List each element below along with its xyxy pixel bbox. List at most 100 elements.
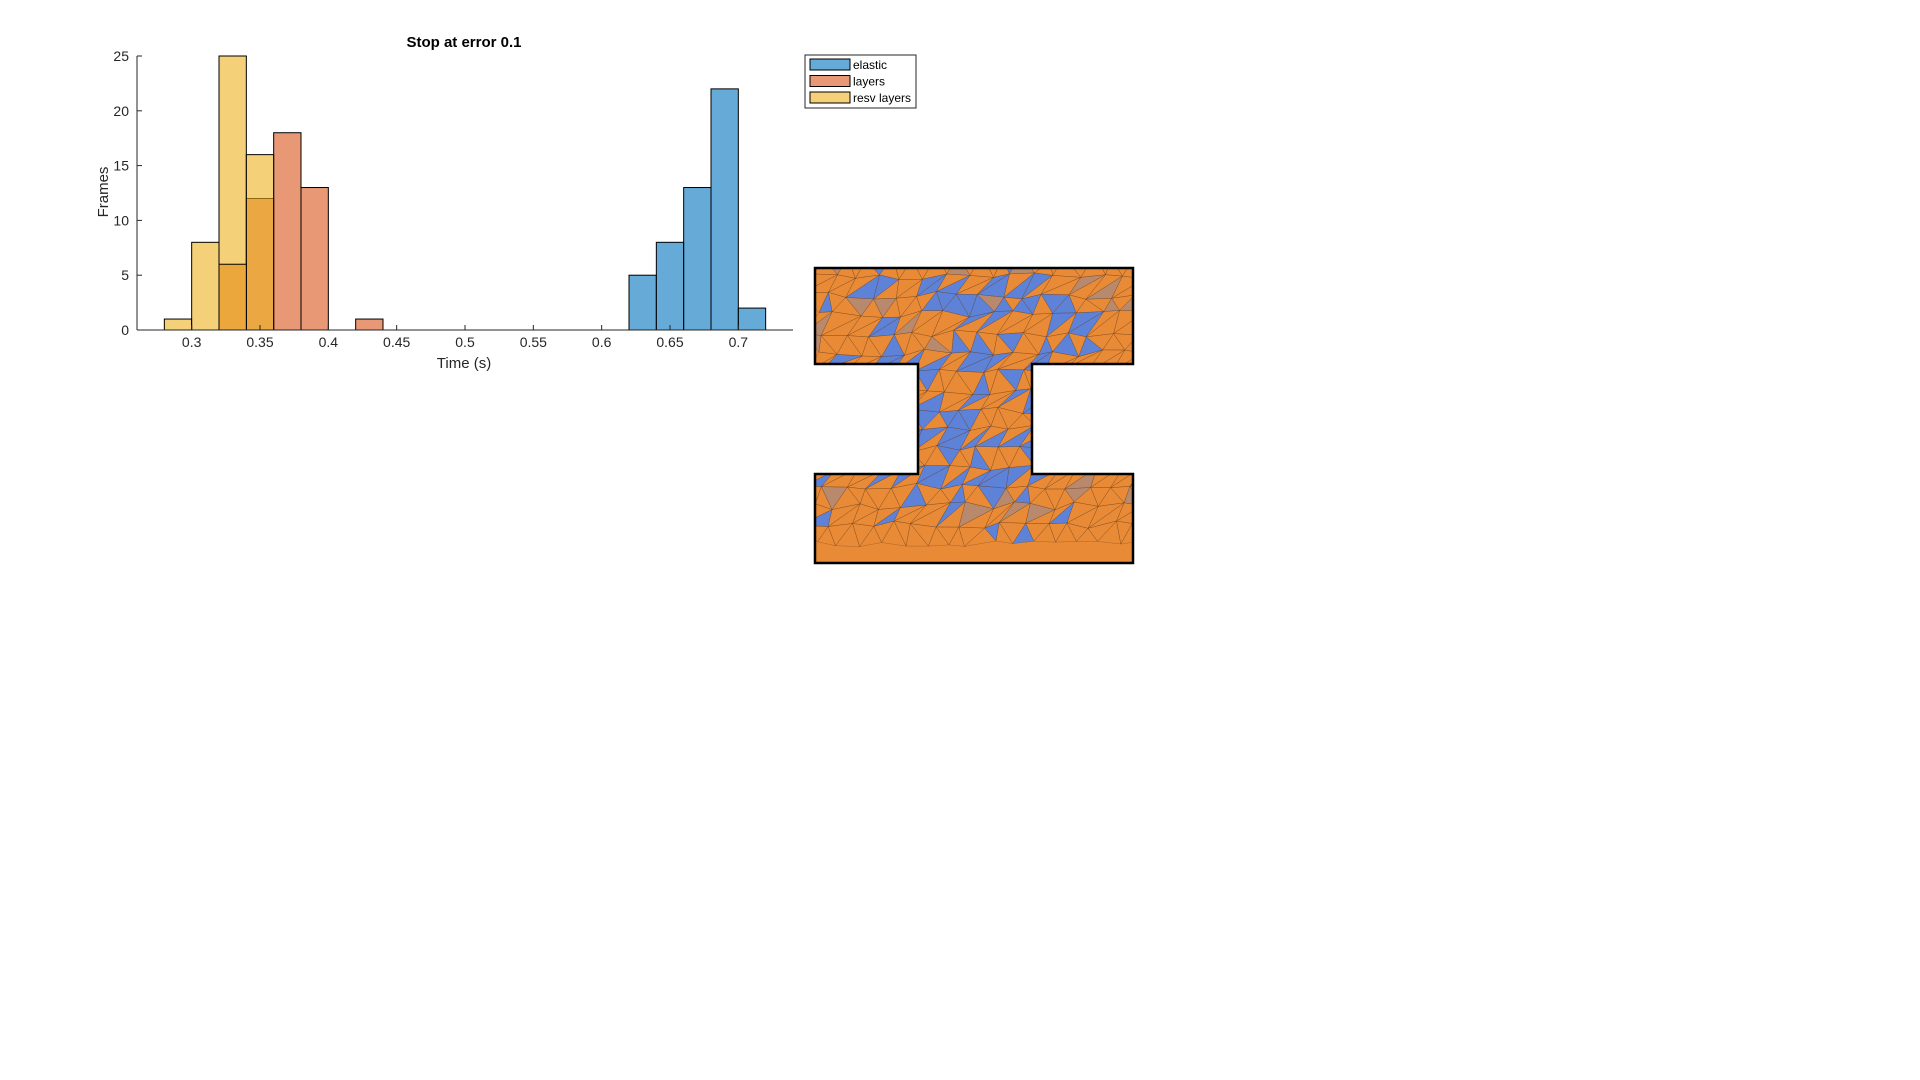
mesh-triangle xyxy=(962,470,991,486)
y-tick-label: 25 xyxy=(113,48,129,64)
mesh-edge xyxy=(827,274,857,293)
mesh-edge xyxy=(1022,312,1054,338)
mesh-edge xyxy=(997,406,1024,430)
mesh-edge xyxy=(1098,371,1122,391)
mesh-edge xyxy=(846,317,883,338)
mesh-triangle xyxy=(916,465,950,490)
mesh-edge xyxy=(1064,487,1092,503)
mesh-edge xyxy=(958,394,990,411)
mesh-edge xyxy=(893,310,922,336)
mesh-edge xyxy=(1059,451,1077,470)
mesh-edge xyxy=(951,329,971,354)
mesh-edge xyxy=(976,294,1005,312)
mesh-edge xyxy=(959,446,976,468)
mesh-edge xyxy=(1115,407,1132,434)
mesh-edge xyxy=(1096,520,1122,545)
mesh-edge xyxy=(958,526,986,547)
mesh-edge xyxy=(839,410,860,431)
mesh-edge xyxy=(943,370,974,395)
mesh-edge xyxy=(1107,445,1131,465)
mesh-edge xyxy=(976,273,1010,298)
mesh-edge xyxy=(996,332,1024,353)
mesh-triangle xyxy=(994,297,1013,312)
mesh-edge xyxy=(892,408,911,429)
mesh-edge xyxy=(815,411,841,434)
mesh-edge xyxy=(958,393,991,411)
mesh-edge xyxy=(953,329,978,353)
mesh-triangle xyxy=(873,274,899,299)
mesh-edge xyxy=(957,508,995,529)
mesh-edge xyxy=(925,488,951,506)
mesh-edge xyxy=(1085,445,1109,468)
mesh-triangle xyxy=(958,409,982,431)
mesh-edge xyxy=(1135,295,1152,311)
mesh-triangle xyxy=(815,311,833,336)
mesh-edge xyxy=(815,469,836,487)
mesh-triangle xyxy=(845,274,880,299)
mesh-triangle xyxy=(815,430,841,451)
mesh-edge xyxy=(1008,446,1035,468)
mesh-edge xyxy=(980,390,1017,410)
mesh-triangle xyxy=(1068,311,1104,337)
mesh-edge xyxy=(940,466,971,490)
mesh-edge xyxy=(826,446,844,471)
mesh-edge xyxy=(1124,334,1133,354)
mesh-triangle xyxy=(977,273,1010,298)
mesh-edge xyxy=(980,407,999,427)
mesh-triangle xyxy=(921,291,943,311)
mesh-edge xyxy=(1048,522,1068,543)
mesh-triangle xyxy=(937,430,970,451)
bar-elastic-2 xyxy=(683,187,712,331)
mesh-edge xyxy=(958,501,995,528)
mesh-edge xyxy=(844,274,880,300)
mesh-triangle xyxy=(983,352,1013,373)
mesh-edge xyxy=(1085,309,1121,338)
mesh-edge xyxy=(1085,372,1113,391)
chart-legend[interactable]: elastic layers resv layers xyxy=(804,54,917,109)
mesh-triangle xyxy=(912,427,948,452)
mesh-edge xyxy=(899,295,923,318)
mesh-edge xyxy=(873,520,895,544)
mesh-edge xyxy=(1021,272,1054,300)
mesh-triangle xyxy=(956,355,994,373)
mesh-edge xyxy=(847,315,884,336)
mesh-edge xyxy=(815,386,834,412)
mesh-triangle xyxy=(1052,294,1077,314)
mesh-edge xyxy=(815,450,828,468)
mesh-edge xyxy=(1012,332,1040,355)
mesh-edge xyxy=(890,482,918,509)
mesh-triangle xyxy=(915,369,940,391)
mesh-edge xyxy=(846,486,866,505)
mesh-edge xyxy=(815,451,836,471)
mesh-edge xyxy=(892,447,913,471)
mesh-triangle xyxy=(977,294,1004,312)
mesh-edge xyxy=(877,487,901,510)
mesh-edge xyxy=(1115,391,1133,410)
mesh-triangle xyxy=(868,388,902,409)
mesh-edge xyxy=(993,333,1014,356)
mesh-edge xyxy=(1074,406,1101,431)
mesh-edge xyxy=(938,391,974,413)
mesh-edge xyxy=(914,352,952,372)
mesh-edge xyxy=(1014,485,1031,504)
bar-resv-layers-1 xyxy=(191,241,220,331)
mesh-triangle xyxy=(915,353,952,371)
mesh-triangle xyxy=(1052,332,1079,357)
mesh-edge xyxy=(935,275,971,295)
mesh-edge xyxy=(972,371,991,395)
x-tick-label: 0.35 xyxy=(246,334,273,350)
mesh-edge xyxy=(969,268,995,278)
mesh-edge xyxy=(1025,509,1056,524)
mesh-triangle xyxy=(1038,336,1053,355)
mesh-triangle xyxy=(1046,312,1077,337)
mesh-edge xyxy=(1066,505,1099,529)
mesh-edge xyxy=(1033,413,1059,427)
mesh-edge xyxy=(1129,466,1133,487)
mesh-edge xyxy=(1109,486,1131,504)
mesh-triangle xyxy=(900,483,927,508)
mesh-triangle xyxy=(1014,486,1031,504)
mesh-edge xyxy=(844,372,868,388)
mesh-triangle xyxy=(947,410,970,431)
legend-swatch-elastic xyxy=(809,58,851,71)
